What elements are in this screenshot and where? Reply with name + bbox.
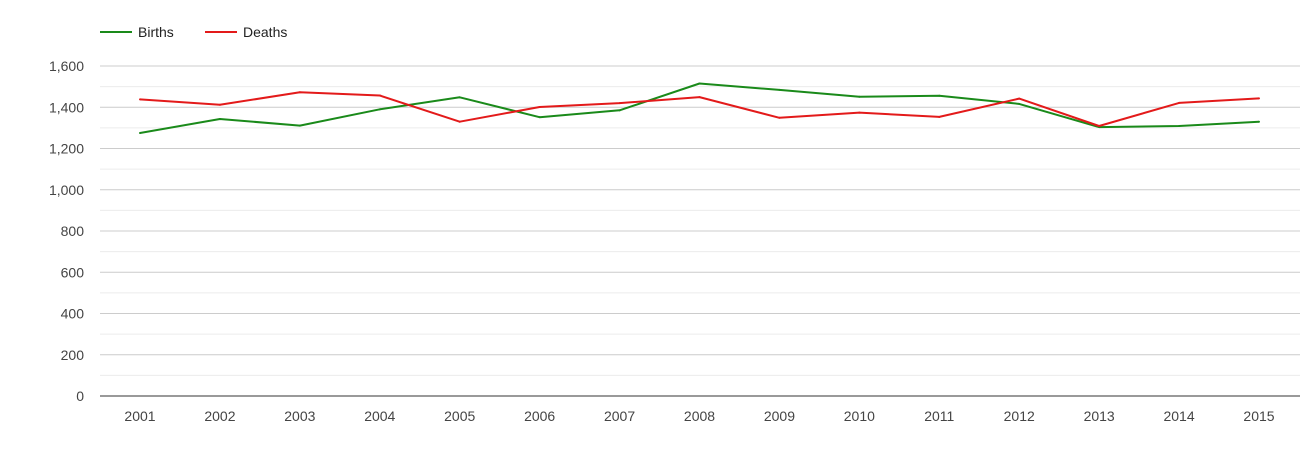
data-point-deaths [218, 103, 221, 106]
data-point-births [938, 94, 941, 97]
x-tick-label: 2005 [444, 408, 475, 424]
data-point-deaths [938, 115, 941, 118]
data-point-deaths [458, 120, 461, 123]
x-tick-label: 2010 [844, 408, 875, 424]
data-point-deaths [778, 116, 781, 119]
data-point-births [378, 108, 381, 111]
data-point-deaths [1018, 97, 1021, 100]
data-point-births [1258, 120, 1260, 123]
legend-label-deaths: Deaths [243, 24, 287, 40]
legend-item-births[interactable]: Births [100, 24, 174, 40]
x-tick-label: 2001 [124, 408, 155, 424]
legend-item-deaths[interactable]: Deaths [205, 24, 287, 40]
x-tick-label: 2015 [1243, 408, 1274, 424]
gridlines [100, 65, 1300, 376]
y-tick-label: 1,400 [49, 99, 84, 115]
y-tick-label: 1,000 [49, 182, 84, 198]
data-point-births [538, 116, 541, 119]
y-tick-label: 200 [61, 347, 85, 363]
y-tick-label: 400 [61, 306, 85, 322]
data-point-deaths [378, 94, 381, 97]
y-tick-label: 1,600 [49, 58, 84, 74]
x-tick-label: 2009 [764, 408, 795, 424]
data-point-births [858, 95, 861, 98]
data-point-deaths [298, 91, 301, 94]
data-point-births [218, 118, 221, 121]
x-tick-label: 2006 [524, 408, 555, 424]
y-tick-label: 0 [76, 388, 84, 404]
x-tick-label: 2007 [604, 408, 635, 424]
data-point-births [1018, 102, 1021, 105]
x-tick-label: 2008 [684, 408, 715, 424]
x-tick-label: 2014 [1163, 408, 1194, 424]
series-line-births [139, 82, 1260, 134]
data-point-deaths [538, 106, 541, 109]
data-point-births [618, 109, 621, 112]
x-tick-label: 2002 [204, 408, 235, 424]
legend: Births Deaths [100, 24, 287, 40]
x-tick-label: 2011 [924, 408, 954, 424]
y-tick-label: 600 [61, 264, 85, 280]
y-tick-label: 800 [61, 223, 85, 239]
x-tick-label: 2013 [1084, 408, 1115, 424]
data-point-births [1178, 125, 1181, 128]
data-point-deaths [1178, 101, 1181, 104]
x-axis-ticks: 2001 2002 2003 2004 2005 2006 2007 2008 2009 2010… [124, 408, 1274, 424]
data-point-births [698, 82, 701, 85]
x-tick-label: 2004 [364, 408, 395, 424]
series-lines [139, 82, 1260, 135]
data-point-deaths [139, 98, 141, 101]
data-point-deaths [1258, 97, 1260, 100]
data-point-births [298, 124, 301, 127]
legend-label-births: Births [138, 24, 174, 40]
data-point-births [778, 88, 781, 91]
data-point-deaths [618, 102, 621, 105]
data-point-births [139, 132, 141, 135]
y-tick-label: 1,200 [49, 141, 84, 157]
data-point-deaths [858, 111, 861, 114]
x-tick-label: 2012 [1004, 408, 1035, 424]
data-point-deaths [698, 96, 701, 99]
data-point-deaths [1098, 125, 1101, 128]
y-axis-ticks: 0 200 400 600 800 1,000 1,200 1,400 1,600 [49, 58, 84, 404]
data-point-births [458, 96, 461, 99]
x-tick-label: 2003 [284, 408, 315, 424]
